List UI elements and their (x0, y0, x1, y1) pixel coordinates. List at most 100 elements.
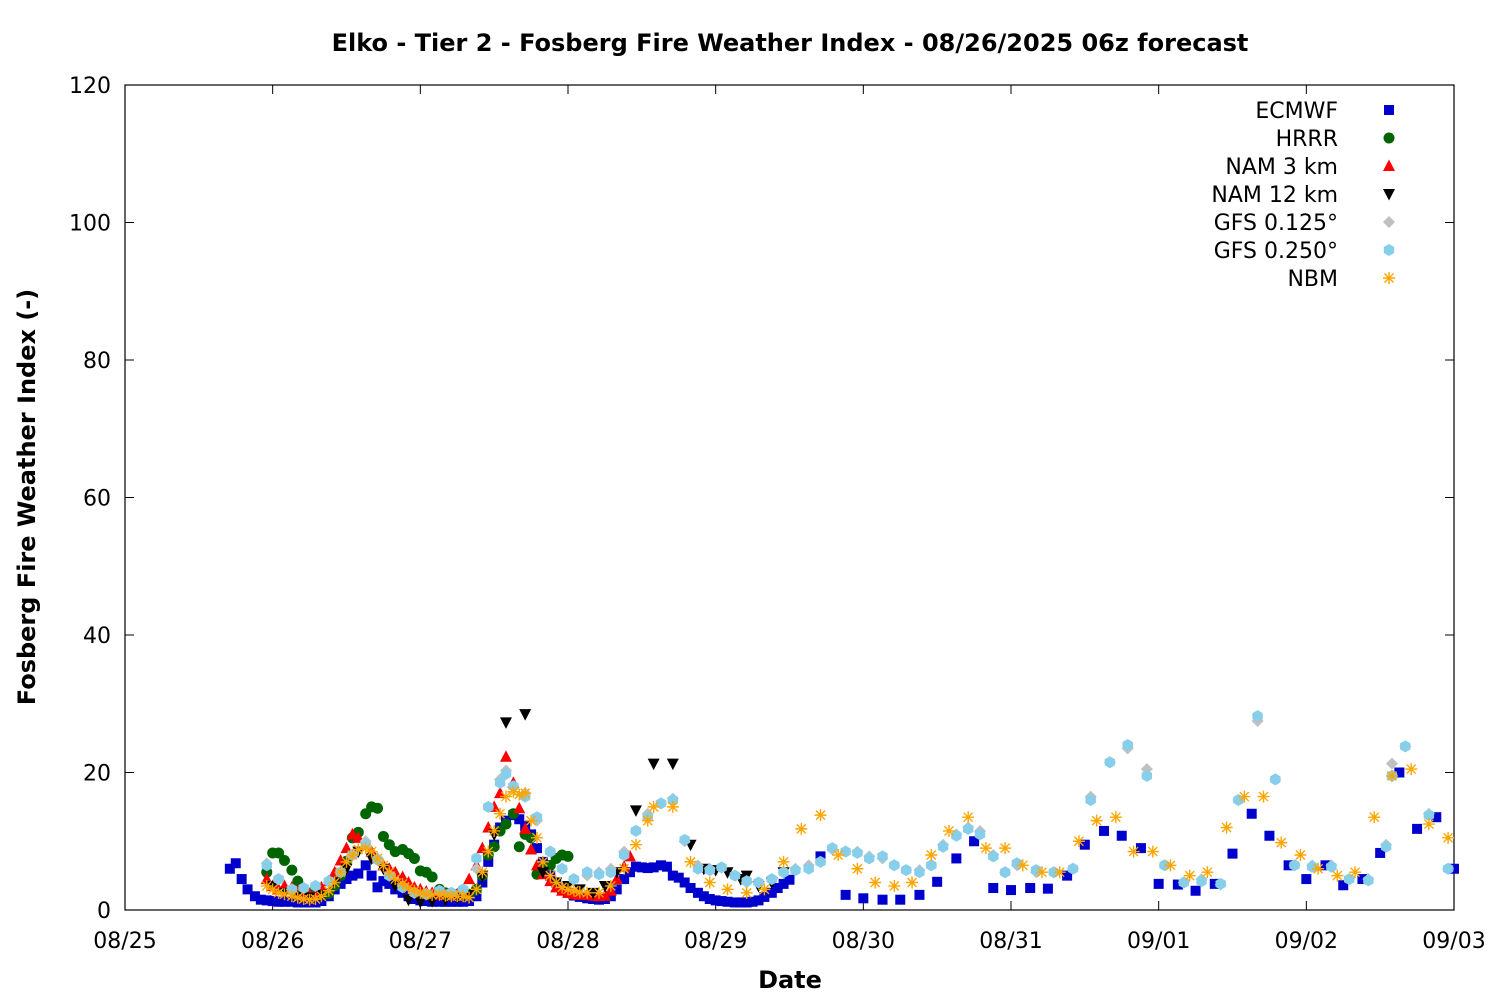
data-point (285, 890, 298, 903)
data-point (1423, 809, 1435, 822)
data-point (471, 852, 482, 865)
data-point (309, 893, 322, 905)
data-point (384, 878, 395, 889)
data-point (778, 866, 789, 879)
data-point (1011, 857, 1023, 870)
data-point (372, 802, 384, 814)
data-point (815, 855, 826, 868)
data-point (488, 824, 501, 837)
data-point (273, 873, 284, 886)
data-point (777, 855, 790, 868)
legend-label: GFS 0.250° (1214, 239, 1338, 264)
data-point (507, 785, 520, 798)
data-point (499, 750, 512, 762)
data-point (531, 843, 542, 854)
data-point (346, 827, 359, 840)
data-point (1190, 885, 1201, 896)
data-point (869, 876, 882, 889)
data-point (513, 841, 525, 853)
data-point (685, 883, 696, 893)
legend-marker (1383, 272, 1395, 284)
data-point (1312, 862, 1325, 875)
data-point (1122, 739, 1133, 751)
data-point (483, 800, 494, 813)
data-point (500, 767, 512, 780)
data-point (625, 867, 636, 878)
data-point (1215, 877, 1226, 890)
data-point (666, 758, 679, 771)
data-point (260, 879, 273, 892)
data-point (1338, 880, 1349, 891)
data-point (267, 896, 278, 907)
data-point (740, 886, 753, 899)
x-tick-label: 08/29 (684, 929, 747, 954)
data-point (544, 869, 557, 882)
data-point (741, 875, 752, 888)
data-point (1349, 866, 1362, 879)
data-point (567, 884, 580, 897)
data-point (562, 850, 574, 862)
data-point (772, 883, 783, 893)
data-point (536, 855, 549, 868)
data-point (1067, 862, 1079, 875)
data-point (249, 891, 260, 902)
data-point (1127, 845, 1140, 858)
legend-marker (1383, 159, 1395, 171)
data-point (335, 878, 346, 889)
x-tick-label: 09/02 (1275, 929, 1338, 954)
data-point (648, 862, 659, 873)
data-point (988, 850, 999, 863)
series-nam-3-km (260, 750, 637, 902)
data-point (340, 863, 353, 876)
x-axis-label: Date (758, 966, 822, 994)
data-point (273, 847, 285, 859)
data-point (1104, 756, 1116, 769)
data-point (636, 862, 647, 873)
data-point (710, 895, 721, 906)
data-point (641, 814, 654, 827)
data-point (476, 866, 489, 879)
data-point (457, 890, 470, 903)
data-point (483, 856, 494, 867)
data-point (704, 894, 715, 904)
data-point (298, 882, 309, 894)
data-point (758, 883, 771, 896)
data-point (568, 873, 580, 886)
data-point (1238, 790, 1251, 803)
data-point (224, 863, 235, 874)
data-point (402, 894, 415, 907)
data-point (315, 890, 328, 903)
data-point (729, 869, 741, 882)
data-point (463, 891, 476, 904)
data-point (698, 891, 709, 902)
data-point (323, 875, 334, 888)
data-point (1099, 825, 1110, 836)
data-point (642, 863, 653, 874)
data-point (618, 862, 631, 875)
data-point (901, 864, 912, 877)
data-point (536, 867, 549, 879)
data-point (1380, 840, 1392, 853)
data-point (1085, 794, 1096, 806)
data-point (402, 882, 415, 894)
data-point (514, 814, 525, 825)
data-point (286, 883, 298, 896)
data-point (1030, 864, 1042, 877)
data-point (266, 883, 279, 896)
data-point (426, 888, 439, 901)
data-point (1036, 866, 1049, 879)
data-point (530, 831, 543, 844)
axis-ticks: 0 20 40 60 80 100 120 08/25 08/26 08/27 08/28 08/29… (69, 74, 1486, 954)
data-point (378, 876, 389, 887)
data-point (1442, 831, 1455, 844)
data-point (421, 896, 432, 907)
data-point (482, 845, 495, 858)
data-point (1331, 869, 1344, 882)
x-tick-label: 08/25 (93, 929, 156, 954)
data-point (1412, 823, 1423, 834)
data-point (409, 894, 420, 904)
data-point (703, 876, 716, 889)
data-point (729, 897, 740, 908)
data-point (1431, 812, 1442, 823)
data-point (629, 838, 642, 851)
